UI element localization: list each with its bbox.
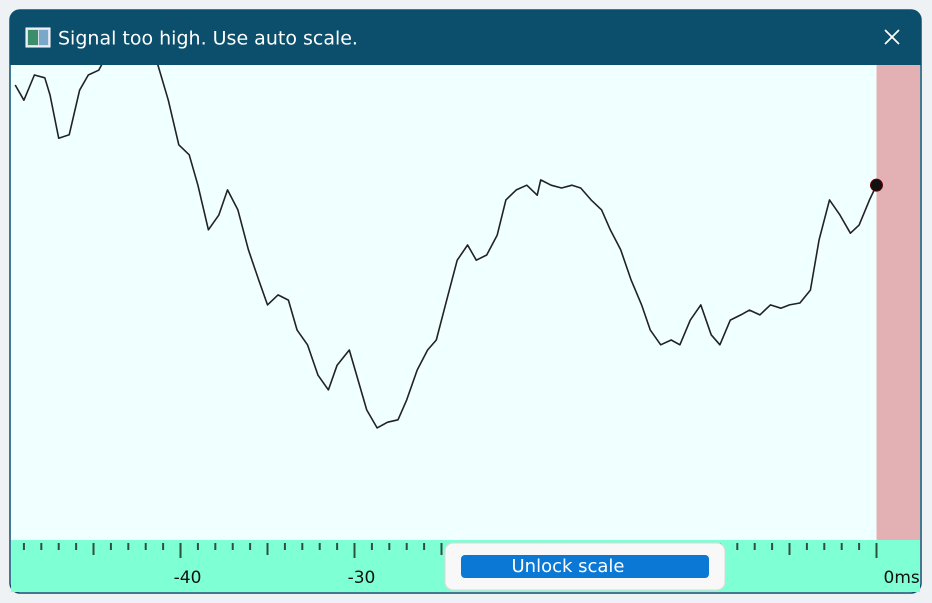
current-point	[870, 178, 884, 192]
unlock-button[interactable]	[461, 555, 709, 578]
x-tick-label: -30	[348, 568, 376, 588]
app-icon	[25, 27, 51, 48]
close-button[interactable]	[884, 29, 900, 45]
plot	[14, 65, 877, 429]
unlock-button-label[interactable]: Unlock scale	[511, 556, 624, 577]
window-title: Signal too high. Use auto scale.	[58, 28, 358, 50]
button-panel: Unlock scale	[444, 542, 726, 591]
title-bar	[10, 10, 921, 65]
signal-line	[14, 65, 877, 429]
x-tick-label: -40	[174, 568, 202, 588]
overflow-region	[876, 65, 920, 540]
window	[9, 9, 922, 594]
x-tick-label: 0ms	[884, 568, 920, 588]
